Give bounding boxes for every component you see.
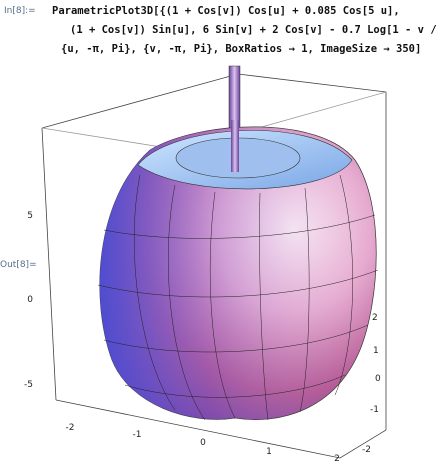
tick-label: 0: [200, 438, 206, 448]
tick-label: -5: [24, 380, 33, 390]
code-line[interactable]: (1 + Cos[v]) Sin[u], 6 Sin[v] + 2 Cos[v]…: [70, 24, 442, 36]
stem-front: [231, 120, 239, 172]
tick-label: 0: [27, 295, 33, 305]
tick-label: 2: [334, 454, 340, 464]
tick-label: -1: [133, 430, 142, 440]
code-line[interactable]: ParametricPlot3D[{(1 + Cos[v]) Cos[u] + …: [52, 5, 400, 17]
tick-label: 1: [373, 346, 379, 356]
tick-label: 0: [375, 374, 381, 384]
tick-label: 5: [27, 211, 33, 221]
in-label: In[8]:=: [4, 6, 36, 16]
vertical-axis: 5 0 -5: [24, 211, 33, 390]
tick-label: 2: [372, 313, 378, 323]
side-axis: 2 1 0 -1 -2: [362, 313, 381, 455]
tick-label: -1: [370, 405, 379, 415]
apple-shade: [99, 126, 377, 420]
tick-label: -2: [66, 423, 75, 433]
out-label: Out[8]=: [0, 260, 37, 270]
front-axis: -2 -1 0 1 2: [66, 423, 340, 464]
mesh: [97, 174, 379, 421]
tick-label: 1: [266, 447, 272, 457]
tick-label: -2: [362, 445, 371, 455]
code-line[interactable]: {u, -π, Pi}, {v, -π, Pi}, BoxRatios → 1,…: [61, 43, 422, 55]
